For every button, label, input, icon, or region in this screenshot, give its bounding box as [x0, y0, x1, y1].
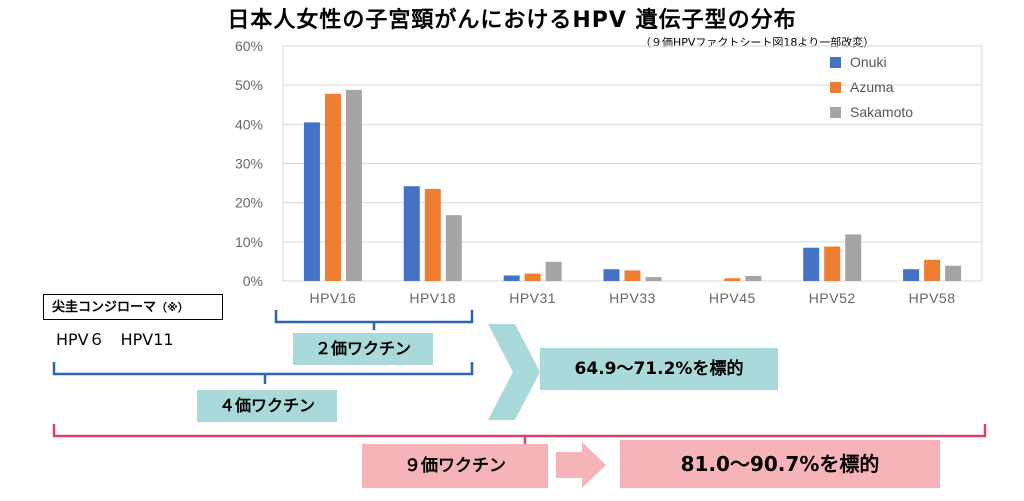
bars [303, 89, 962, 282]
grid-lines [282, 45, 983, 282]
bar-sakamoto-hpv16 [345, 89, 362, 281]
x-category-label: HPV18 [409, 290, 456, 306]
x-category-label: HPV45 [709, 290, 756, 306]
x-category-labels: HPV16 HPV18 HPV31 HPV33 HPV45 HPV52 HPV58 [309, 290, 955, 306]
x-category-label: HPV58 [909, 290, 956, 306]
bar-onuki-hpv52 [803, 247, 820, 281]
bar-sakamoto-hpv33 [645, 277, 662, 281]
bar-onuki-hpv58 [903, 269, 920, 281]
legend-swatch-sakamoto [830, 107, 841, 118]
condyloma-label: 尖圭コンジローマ [52, 300, 157, 315]
bar-azuma-hpv52 [824, 246, 841, 281]
bar-sakamoto-hpv45 [745, 275, 762, 281]
bar-azuma-hpv33 [624, 270, 641, 281]
legend-label-sakamoto: Sakamoto [850, 104, 913, 120]
bar-sakamoto-hpv31 [545, 261, 562, 281]
bar-onuki-hpv16 [303, 122, 320, 281]
legend-swatch-onuki [830, 57, 841, 68]
coverage-9-valent: 81.0～90.7%を標的 [620, 440, 940, 488]
x-category-label: HPV31 [509, 290, 556, 306]
x-category-label: HPV52 [809, 290, 856, 306]
chart-title: 日本人女性の子宮頸がんにおけるHPV 遺伝子型の分布 [227, 8, 797, 33]
bar-azuma-hpv18 [424, 188, 441, 281]
bar-sakamoto-hpv58 [945, 265, 962, 281]
vaccine-9-valent-label: ９価ワクチン [362, 444, 548, 488]
y-tick-labels: 0% 10% 20% 30% 40% 50% 60% [235, 38, 263, 289]
legend-label-azuma: Azuma [850, 79, 894, 95]
bracket-2-valent [274, 310, 474, 330]
legend-label-onuki: Onuki [850, 54, 887, 70]
y-tick-label: 20% [235, 195, 263, 211]
bar-sakamoto-hpv52 [845, 234, 862, 281]
coverage-2-4-valent: 64.9～71.2%を標的 [540, 348, 778, 390]
bar-sakamoto-hpv18 [445, 215, 462, 281]
y-tick-label: 50% [235, 77, 263, 93]
bar-onuki-hpv33 [603, 269, 620, 281]
y-tick-label: 10% [235, 234, 263, 250]
x-category-label: HPV16 [309, 290, 356, 306]
vaccine-2-valent-label: ２価ワクチン [293, 333, 433, 365]
bar-azuma-hpv16 [324, 93, 341, 282]
bracket-4-valent [52, 362, 474, 384]
bar-azuma-hpv31 [524, 273, 541, 281]
teal-chevron-arrow [488, 324, 540, 420]
condyloma-types: HPV６ HPV11 [56, 330, 174, 349]
bracket-9-valent [52, 424, 987, 444]
bar-onuki-hpv18 [403, 186, 420, 281]
condyloma-note: （※） [156, 301, 189, 314]
y-tick-label: 0% [243, 273, 263, 289]
y-tick-label: 60% [235, 38, 263, 54]
y-tick-label: 30% [235, 156, 263, 172]
legend-swatch-azuma [830, 82, 841, 93]
x-category-label: HPV33 [609, 290, 656, 306]
bar-onuki-hpv31 [503, 275, 520, 281]
y-tick-label: 40% [235, 116, 263, 132]
pink-arrow [556, 442, 606, 488]
bar-azuma-hpv45 [724, 278, 741, 281]
legend: Onuki Azuma Sakamoto [830, 54, 913, 120]
bar-azuma-hpv58 [924, 259, 941, 281]
vaccine-4-valent-label: ４価ワクチン [197, 390, 337, 422]
condyloma-label-box: 尖圭コンジローマ（※） [43, 294, 223, 320]
